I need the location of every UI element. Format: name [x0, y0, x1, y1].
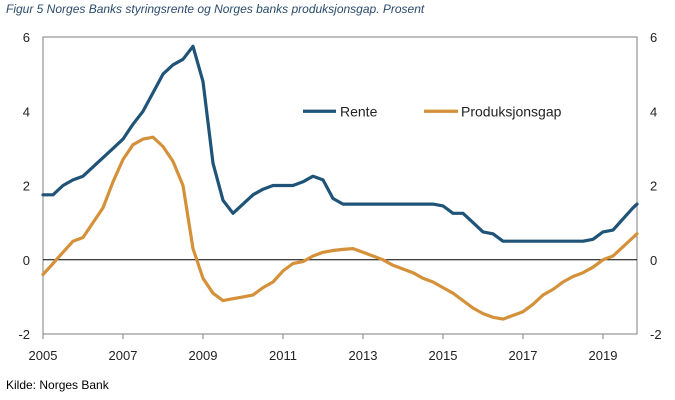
x-tick-label: 2011 — [269, 348, 297, 363]
series-group — [41, 44, 639, 321]
y-tick-label-left: 2 — [23, 179, 30, 194]
x-tick-label: 2015 — [429, 348, 458, 363]
y-tick-label-right: 6 — [650, 30, 657, 45]
y-tick-label-right: -2 — [650, 327, 662, 342]
source-note: Kilde: Norges Bank — [6, 378, 109, 392]
legend-label-rente: Rente — [340, 103, 378, 119]
y-tick-label-left: 4 — [23, 104, 30, 119]
plot-area-border — [42, 36, 638, 335]
x-tick-label: 2009 — [189, 348, 218, 363]
x-tick-label: 2013 — [349, 348, 378, 363]
y-tick-label-left: 0 — [23, 253, 30, 268]
series-line-rente — [41, 44, 639, 243]
x-tick-label: 2005 — [29, 348, 58, 363]
legend: Rente Produksjonsgap — [303, 103, 562, 119]
plot-frame-group — [42, 36, 638, 335]
y-tick-label-left: -2 — [18, 327, 30, 342]
y-tick-label-right: 4 — [650, 104, 657, 119]
tick-labels-group: 6 6 4 4 2 2 0 0 -2 -2 2005 2007 2009 2011 2013 2015 2017… — [18, 30, 661, 363]
series-line-produksjonsgap — [41, 135, 639, 321]
x-tick-label: 2017 — [509, 348, 538, 363]
y-tick-label-right: 0 — [650, 253, 657, 268]
legend-label-produksjonsgap: Produksjonsgap — [461, 103, 562, 119]
x-tick-label: 2007 — [109, 348, 138, 363]
y-tick-label-left: 6 — [23, 30, 30, 45]
x-tick-label: 2019 — [589, 348, 618, 363]
chart-title: Figur 5 Norges Banks styringsrente og No… — [6, 2, 425, 16]
y-tick-label-right: 2 — [650, 179, 657, 194]
